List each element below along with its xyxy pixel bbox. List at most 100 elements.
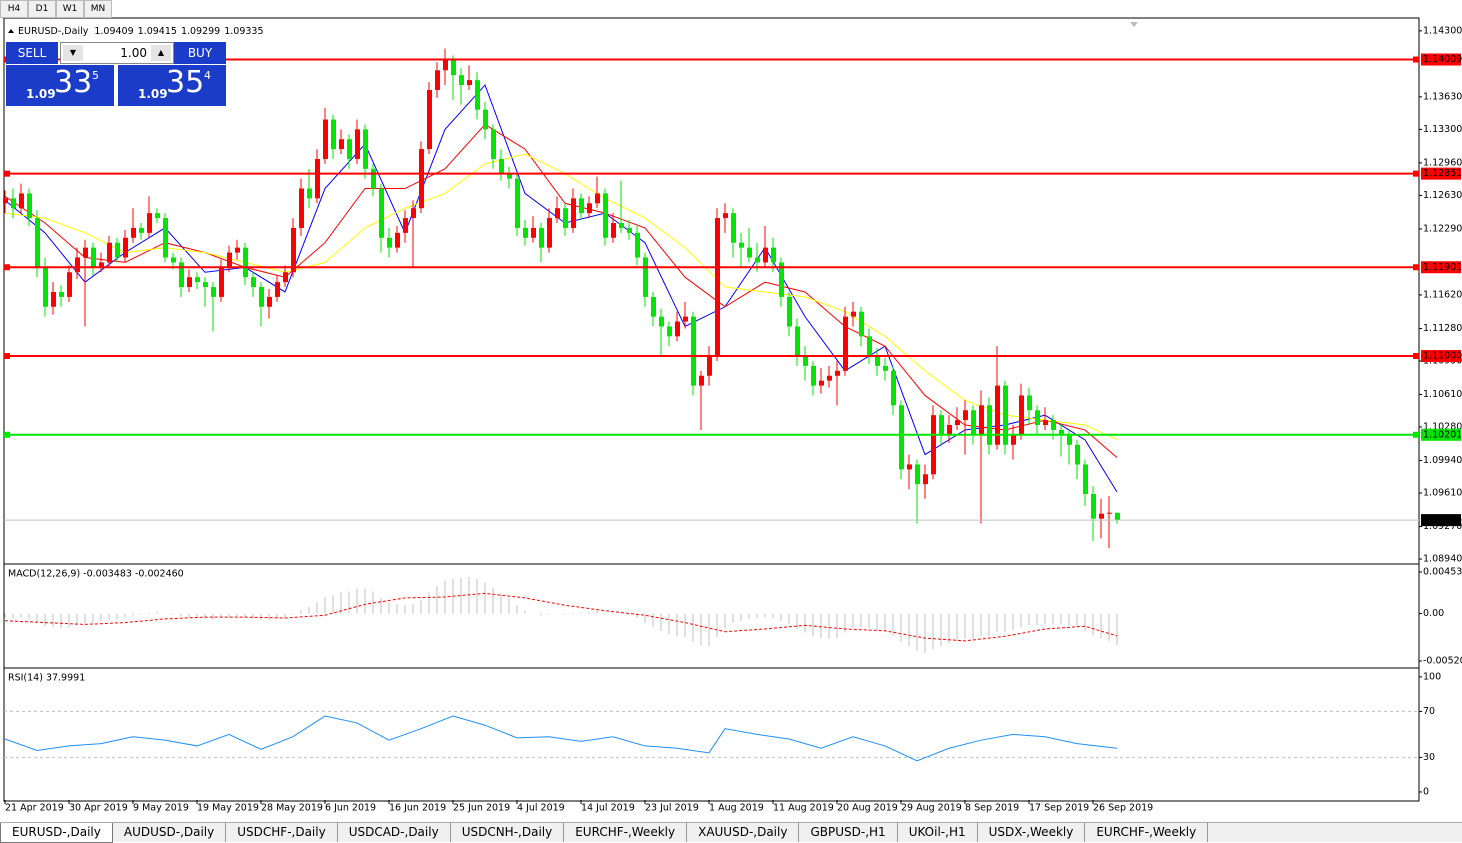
x-tick-label: 14 Jul 2019 — [581, 803, 635, 814]
candle-body — [627, 227, 632, 233]
candle-body — [859, 311, 864, 337]
candle-body — [243, 247, 248, 278]
candle-body — [523, 227, 528, 238]
timeframe-button[interactable]: H4 — [0, 0, 28, 18]
candle-body — [283, 272, 288, 283]
chart-tab[interactable]: GBPUSD-,H1 — [799, 823, 898, 842]
chart-tab[interactable]: AUDUSD-,Daily — [113, 823, 227, 842]
candle-body — [635, 232, 640, 258]
price-pips: 35 — [166, 65, 205, 100]
level-label-box — [1421, 53, 1461, 66]
buy-button[interactable]: BUY — [174, 42, 226, 64]
timeframe-button[interactable]: W1 — [56, 0, 84, 18]
candle-body — [723, 213, 728, 219]
chart-tab[interactable]: EURCHF-,Weekly — [1085, 823, 1209, 842]
chart-tab[interactable]: USDCAD-,Daily — [338, 823, 451, 842]
x-tick-label: 23 Jul 2019 — [645, 803, 699, 814]
candle-body — [203, 282, 208, 288]
y-tick-label: 1.12960 — [1423, 157, 1462, 168]
candle-body — [43, 267, 48, 307]
candle-body — [331, 119, 336, 150]
candle-body — [603, 193, 608, 238]
candle-body — [195, 277, 200, 283]
y-tick-label: 1.13630 — [1423, 91, 1462, 102]
candle-body — [371, 168, 376, 189]
chart-tab[interactable]: USDX-,Weekly — [978, 823, 1086, 842]
candle-body — [139, 227, 144, 233]
y-tick-label: 1.14300 — [1423, 25, 1462, 36]
candle-body — [867, 336, 872, 357]
candle-body — [1027, 395, 1032, 411]
lot-up[interactable]: ▲ — [151, 45, 171, 61]
level-label: 1.12851 — [1423, 168, 1462, 179]
level-label-box — [1421, 261, 1461, 274]
candle-body — [987, 405, 992, 445]
timeframe-button[interactable]: D1 — [28, 0, 56, 18]
candle-body — [267, 296, 272, 307]
candle-body — [747, 247, 752, 258]
candle-body — [107, 242, 112, 263]
candle-body — [763, 247, 768, 263]
chart-tab[interactable]: EURUSD-,Daily — [0, 823, 113, 843]
sell-button[interactable]: SELL — [6, 42, 58, 64]
macd-title: MACD(12,26,9) -0.003483 -0.002460 — [8, 569, 184, 580]
indicator-line — [4, 715, 1118, 762]
candle-body — [995, 385, 1000, 445]
candle-body — [35, 218, 40, 268]
candle-body — [811, 365, 816, 386]
candle-body — [443, 60, 448, 71]
open: 1.09409 — [94, 26, 133, 37]
y-tick-label: 1.08940 — [1423, 554, 1462, 565]
chart-tab[interactable]: USDCHF-,Daily — [226, 823, 338, 842]
candle-body — [667, 326, 672, 337]
level-handle — [4, 353, 10, 360]
timeframe-button[interactable]: MN — [84, 0, 112, 18]
trade-panel: SELL ▼ 1.00 ▲ BUY 1.09 33 5 1.09 35 4 — [6, 42, 226, 107]
candle-body — [227, 252, 232, 268]
candle-body — [499, 158, 504, 174]
candle-body — [155, 213, 160, 219]
candle-body — [587, 203, 592, 214]
candle-body — [403, 218, 408, 233]
chart-tab[interactable]: XAUUSD-,Daily — [687, 823, 800, 842]
candle-body — [779, 262, 784, 297]
chart-tab[interactable]: EURCHF-,Weekly — [564, 823, 688, 842]
candle-body — [899, 405, 904, 470]
candle-body — [1003, 385, 1008, 445]
candle-body — [691, 316, 696, 386]
candle-body — [579, 198, 584, 214]
candle-body — [419, 149, 424, 209]
lot-down[interactable]: ▼ — [63, 45, 83, 61]
chart-tab[interactable]: USDCNH-,Daily — [451, 823, 565, 842]
chart-title: EURUSD-,Daily 1.09409 1.09415 1.09299 1.0933… — [18, 26, 264, 37]
lot-input[interactable]: 1.00 — [120, 46, 147, 60]
candle-body — [955, 420, 960, 426]
chart-tab[interactable]: UKOil-,H1 — [898, 823, 978, 842]
candle-body — [963, 410, 968, 421]
indicator-line — [4, 153, 1118, 441]
candle-body — [915, 464, 920, 485]
buy-price[interactable]: 1.09 35 4 — [118, 65, 226, 106]
candle-body — [51, 291, 56, 307]
candle-body — [947, 425, 952, 435]
sell-price[interactable]: 1.09 33 5 — [6, 65, 114, 106]
candle-body — [75, 257, 80, 273]
shift-marker — [1130, 22, 1138, 27]
x-tick-label: 17 Sep 2019 — [1029, 803, 1089, 814]
candle-body — [883, 365, 888, 371]
x-tick-label: 29 Aug 2019 — [901, 803, 962, 814]
candle-body — [1035, 410, 1040, 426]
y-tick-label: 1.10280 — [1423, 421, 1462, 432]
candle-body — [411, 208, 416, 219]
candle-body — [1115, 512, 1120, 521]
x-tick-label: 19 May 2019 — [197, 803, 259, 814]
candle-body — [219, 267, 224, 297]
candle-body — [299, 188, 304, 228]
candle-body — [619, 223, 624, 228]
candle-body — [179, 262, 184, 288]
candle-body — [563, 208, 568, 228]
y-tick-label: 1.09270 — [1423, 521, 1462, 532]
candle-body — [683, 316, 688, 322]
y-tick-label: 0 — [1423, 786, 1429, 797]
candle-body — [83, 247, 88, 258]
